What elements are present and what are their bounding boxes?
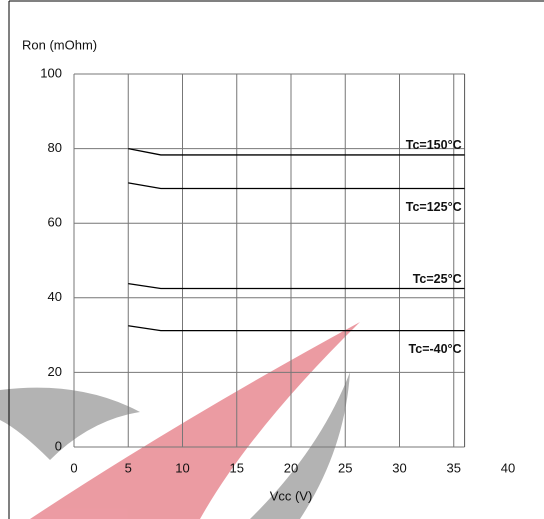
x-tick-label: 25 — [338, 460, 352, 475]
x-tick-label: 30 — [392, 460, 406, 475]
x-tick-label: 40 — [501, 460, 515, 475]
x-tick-label: 20 — [284, 460, 298, 475]
x-tick-label: 15 — [230, 460, 244, 475]
y-tick-label: 0 — [55, 438, 62, 453]
series-label: Tc=150°C — [406, 138, 462, 152]
series-line — [128, 182, 465, 190]
series-line — [128, 147, 465, 156]
x-axis-label: Vcc (V) — [270, 488, 313, 503]
y-tick-label: 60 — [48, 215, 62, 230]
series-line — [128, 282, 465, 290]
y-tick-label: 100 — [40, 65, 62, 80]
watermark — [0, 322, 360, 519]
x-tick-label: 10 — [175, 460, 189, 475]
series-label: Tc=125°C — [406, 200, 462, 214]
y-axis-label: Ron (mOhm) — [22, 37, 97, 52]
y-tick-label: 20 — [48, 364, 62, 379]
y-tick-label: 40 — [48, 289, 62, 304]
series-line — [128, 325, 465, 332]
x-tick-label: 5 — [125, 460, 132, 475]
y-tick-label: 80 — [48, 140, 62, 155]
series-label: Tc=-40°C — [409, 342, 462, 356]
x-tick-label: 0 — [70, 460, 77, 475]
x-tick-label: 35 — [447, 460, 461, 475]
series-label: Tc=25°C — [413, 272, 462, 286]
